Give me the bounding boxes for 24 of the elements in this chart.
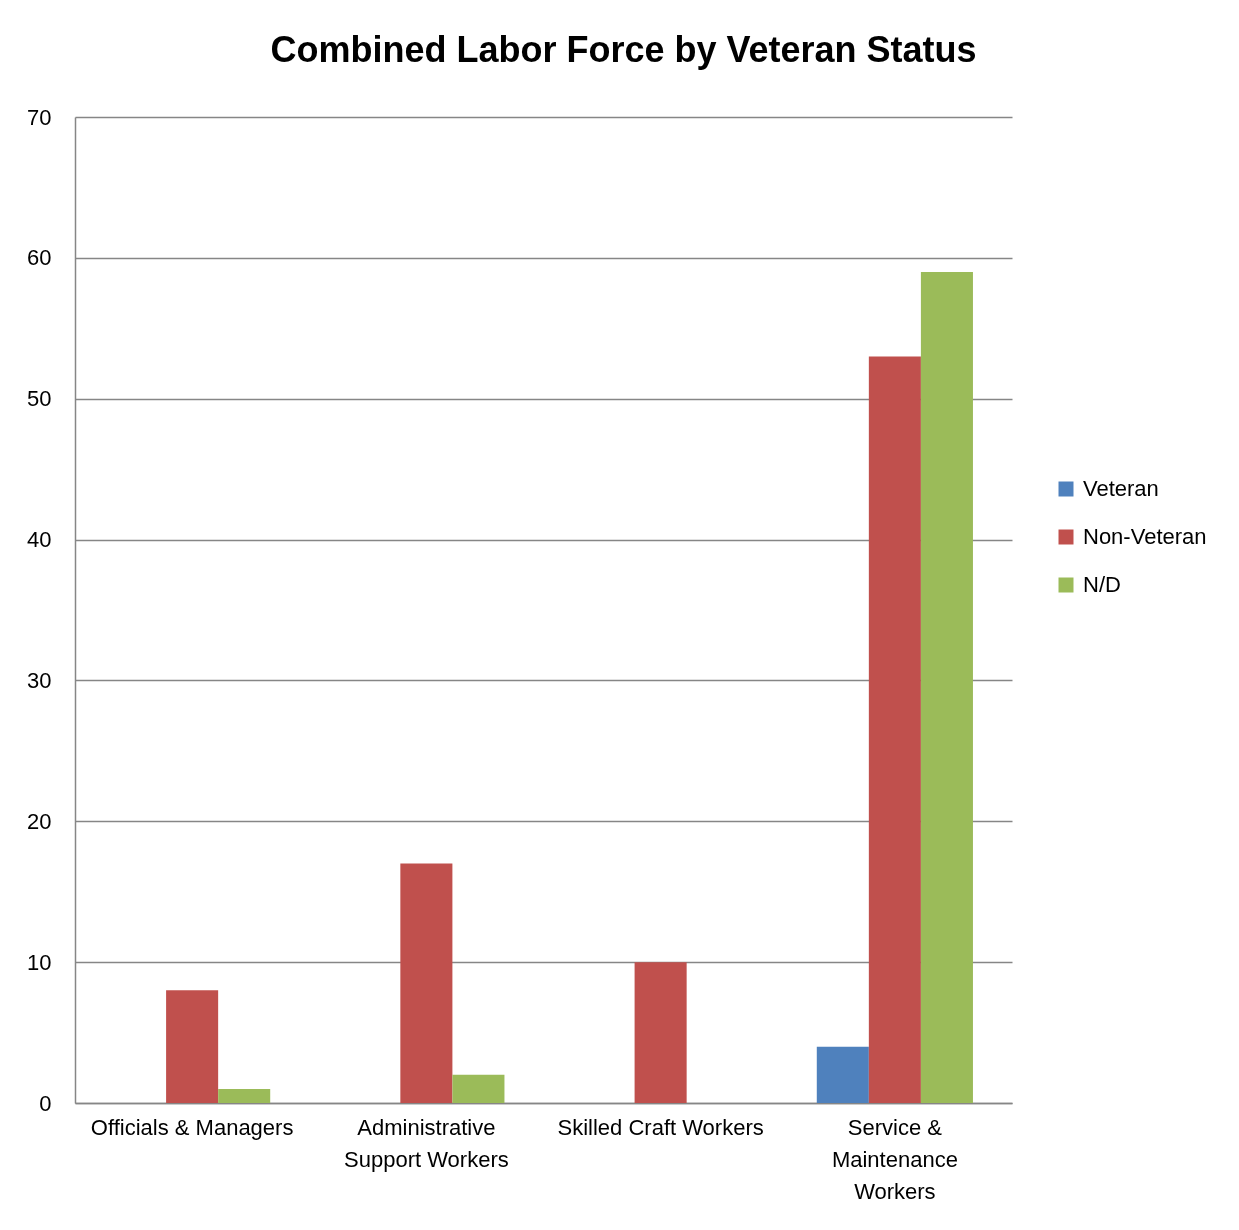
y-tick-label: 10 xyxy=(27,949,52,975)
y-tick-label: 30 xyxy=(27,667,52,693)
y-tick-label: 0 xyxy=(39,1090,52,1116)
bar xyxy=(868,356,921,1103)
x-tick-label: Officials & Managers xyxy=(90,1114,294,1140)
y-tick-label: 50 xyxy=(27,386,52,412)
bar xyxy=(218,1088,271,1103)
bar xyxy=(452,1074,505,1103)
y-tick-label: 20 xyxy=(27,808,52,834)
y-tick-label: 70 xyxy=(27,104,52,130)
x-tick-label: Administrative Support Workers xyxy=(344,1114,509,1172)
bar xyxy=(400,863,453,1103)
legend-label: N/D xyxy=(1083,572,1121,597)
x-tick-label: Skilled Craft Workers xyxy=(557,1114,764,1140)
legend-label: Non-Veteran xyxy=(1083,524,1207,549)
y-tick-label: 60 xyxy=(27,245,52,271)
chart-title: Combined Labor Force by Veteran Status xyxy=(270,29,977,70)
bar xyxy=(166,990,219,1103)
bar xyxy=(816,1046,869,1103)
bar xyxy=(634,962,687,1103)
legend-label: Veteran xyxy=(1083,476,1159,501)
y-tick-label: 40 xyxy=(27,527,52,553)
bar xyxy=(920,271,973,1103)
x-tick-label: Service & Maintenance Workers xyxy=(831,1114,958,1204)
